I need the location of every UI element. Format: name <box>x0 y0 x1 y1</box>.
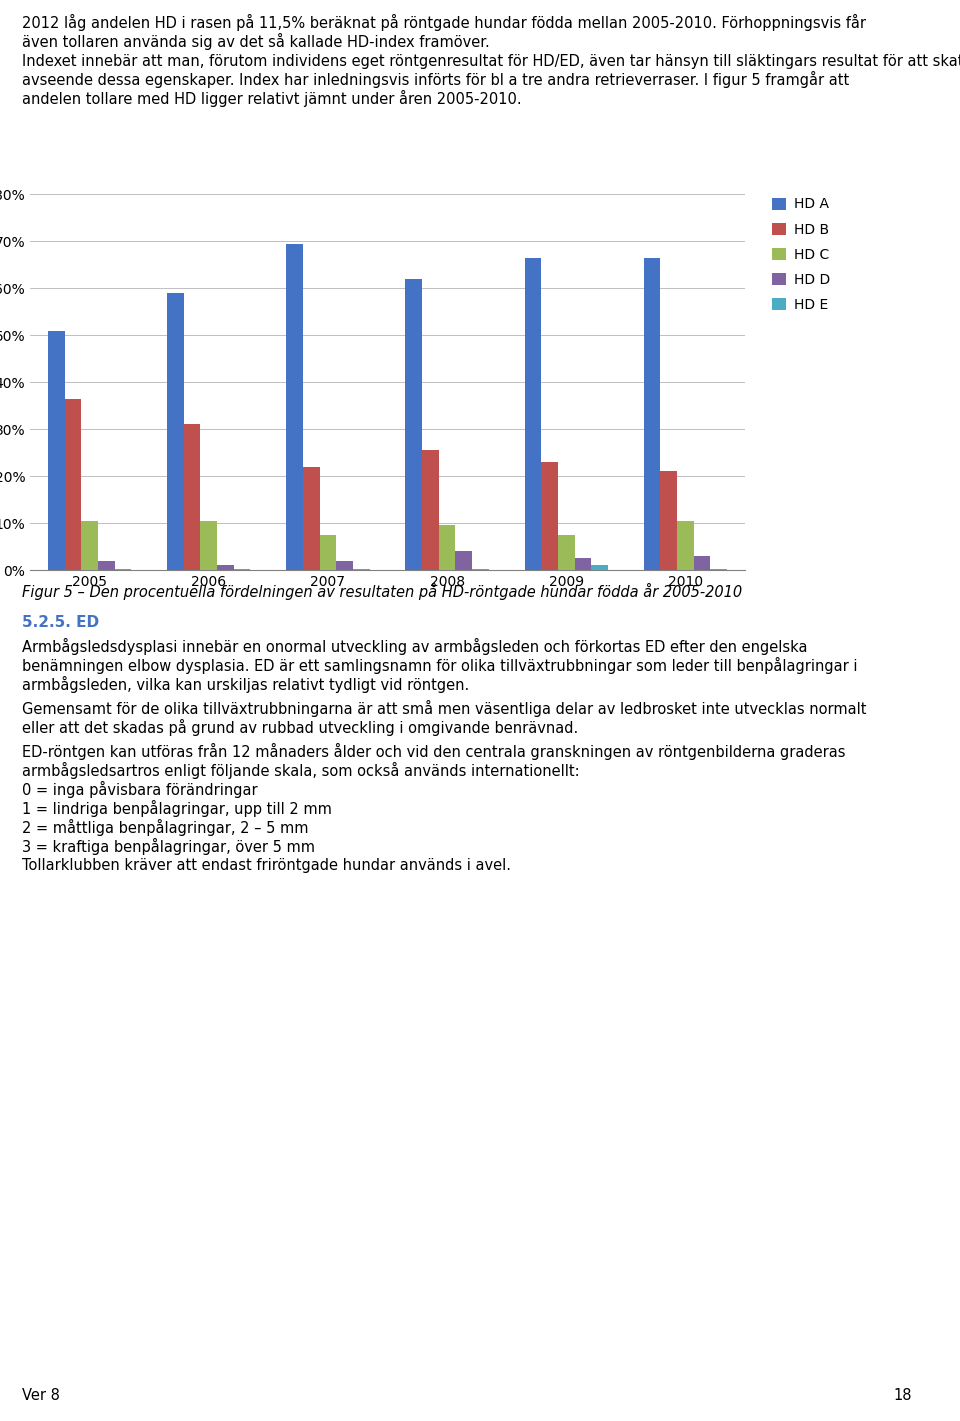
Bar <box>644 257 660 570</box>
Text: även tollaren använda sig av det så kallade HD-index framöver.: även tollaren använda sig av det så kall… <box>22 33 490 50</box>
Bar <box>64 399 82 570</box>
Text: Tollarklubben kräver att endast friröntgade hundar används i avel.: Tollarklubben kräver att endast friröntg… <box>22 858 511 872</box>
Bar <box>405 279 422 570</box>
Bar <box>422 450 439 570</box>
Text: armbågsleden, vilka kan urskiljas relativt tydligt vid röntgen.: armbågsleden, vilka kan urskiljas relati… <box>22 676 469 693</box>
Text: 1 = lindriga benpålagringar, upp till 2 mm: 1 = lindriga benpålagringar, upp till 2 … <box>22 800 332 817</box>
Text: 3 = kraftiga benpålagringar, över 5 mm: 3 = kraftiga benpålagringar, över 5 mm <box>22 838 315 855</box>
Bar <box>217 566 234 570</box>
Bar <box>575 558 591 570</box>
Legend: HD A, HD B, HD C, HD D, HD E: HD A, HD B, HD C, HD D, HD E <box>766 192 836 317</box>
Text: 5.2.5. ED: 5.2.5. ED <box>22 615 99 630</box>
Text: armbågsledsartros enligt följande skala, som också används internationellt:: armbågsledsartros enligt följande skala,… <box>22 762 580 779</box>
Bar <box>524 257 541 570</box>
Text: 2012 låg andelen HD i rasen på 11,5% beräknat på röntgade hundar födda mellan 20: 2012 låg andelen HD i rasen på 11,5% ber… <box>22 14 866 31</box>
Text: 2 = måttliga benpålagringar, 2 – 5 mm: 2 = måttliga benpålagringar, 2 – 5 mm <box>22 818 308 836</box>
Text: Armbågsledsdysplasi innebär en onormal utveckling av armbågsleden och förkortas : Armbågsledsdysplasi innebär en onormal u… <box>22 638 807 655</box>
Bar <box>183 425 201 570</box>
Bar <box>167 293 183 570</box>
Bar <box>558 534 575 570</box>
Text: 18: 18 <box>894 1387 912 1403</box>
Bar <box>455 551 472 570</box>
Text: ED-röntgen kan utföras från 12 månaders ålder och vid den centrala granskningen : ED-röntgen kan utföras från 12 månaders … <box>22 743 846 760</box>
Text: Indexet innebär att man, förutom individens eget röntgenresultat för HD/ED, även: Indexet innebär att man, förutom individ… <box>22 53 960 70</box>
Bar <box>303 466 320 570</box>
Text: Ver 8: Ver 8 <box>22 1387 60 1403</box>
Bar <box>98 561 114 570</box>
Bar <box>694 556 710 570</box>
Bar <box>82 520 98 570</box>
Text: benämningen elbow dysplasia. ED är ett samlingsnamn för olika tillväxtrubbningar: benämningen elbow dysplasia. ED är ett s… <box>22 657 857 674</box>
Bar <box>336 561 353 570</box>
Bar <box>591 566 608 570</box>
Bar <box>439 526 455 570</box>
Bar <box>201 520 217 570</box>
Text: eller att det skadas på grund av rubbad utveckling i omgivande benrävnad.: eller att det skadas på grund av rubbad … <box>22 719 578 736</box>
Bar <box>286 243 303 570</box>
Bar <box>320 534 336 570</box>
Bar <box>541 462 558 570</box>
Bar <box>48 331 64 570</box>
Bar <box>677 520 694 570</box>
Text: Gemensamt för de olika tillväxtrubbningarna är att små men väsentliga delar av l: Gemensamt för de olika tillväxtrubbninga… <box>22 701 867 718</box>
Text: Figur 5 – Den procentuella fördelningen av resultaten på HD-röntgade hundar född: Figur 5 – Den procentuella fördelningen … <box>22 583 742 600</box>
Text: 0 = inga påvisbara förändringar: 0 = inga påvisbara förändringar <box>22 782 257 799</box>
Bar <box>660 472 677 570</box>
Text: andelen tollare med HD ligger relativt jämnt under åren 2005-2010.: andelen tollare med HD ligger relativt j… <box>22 90 521 107</box>
Text: avseende dessa egenskaper. Index har inledningsvis införts för bl a tre andra re: avseende dessa egenskaper. Index har inl… <box>22 71 850 88</box>
